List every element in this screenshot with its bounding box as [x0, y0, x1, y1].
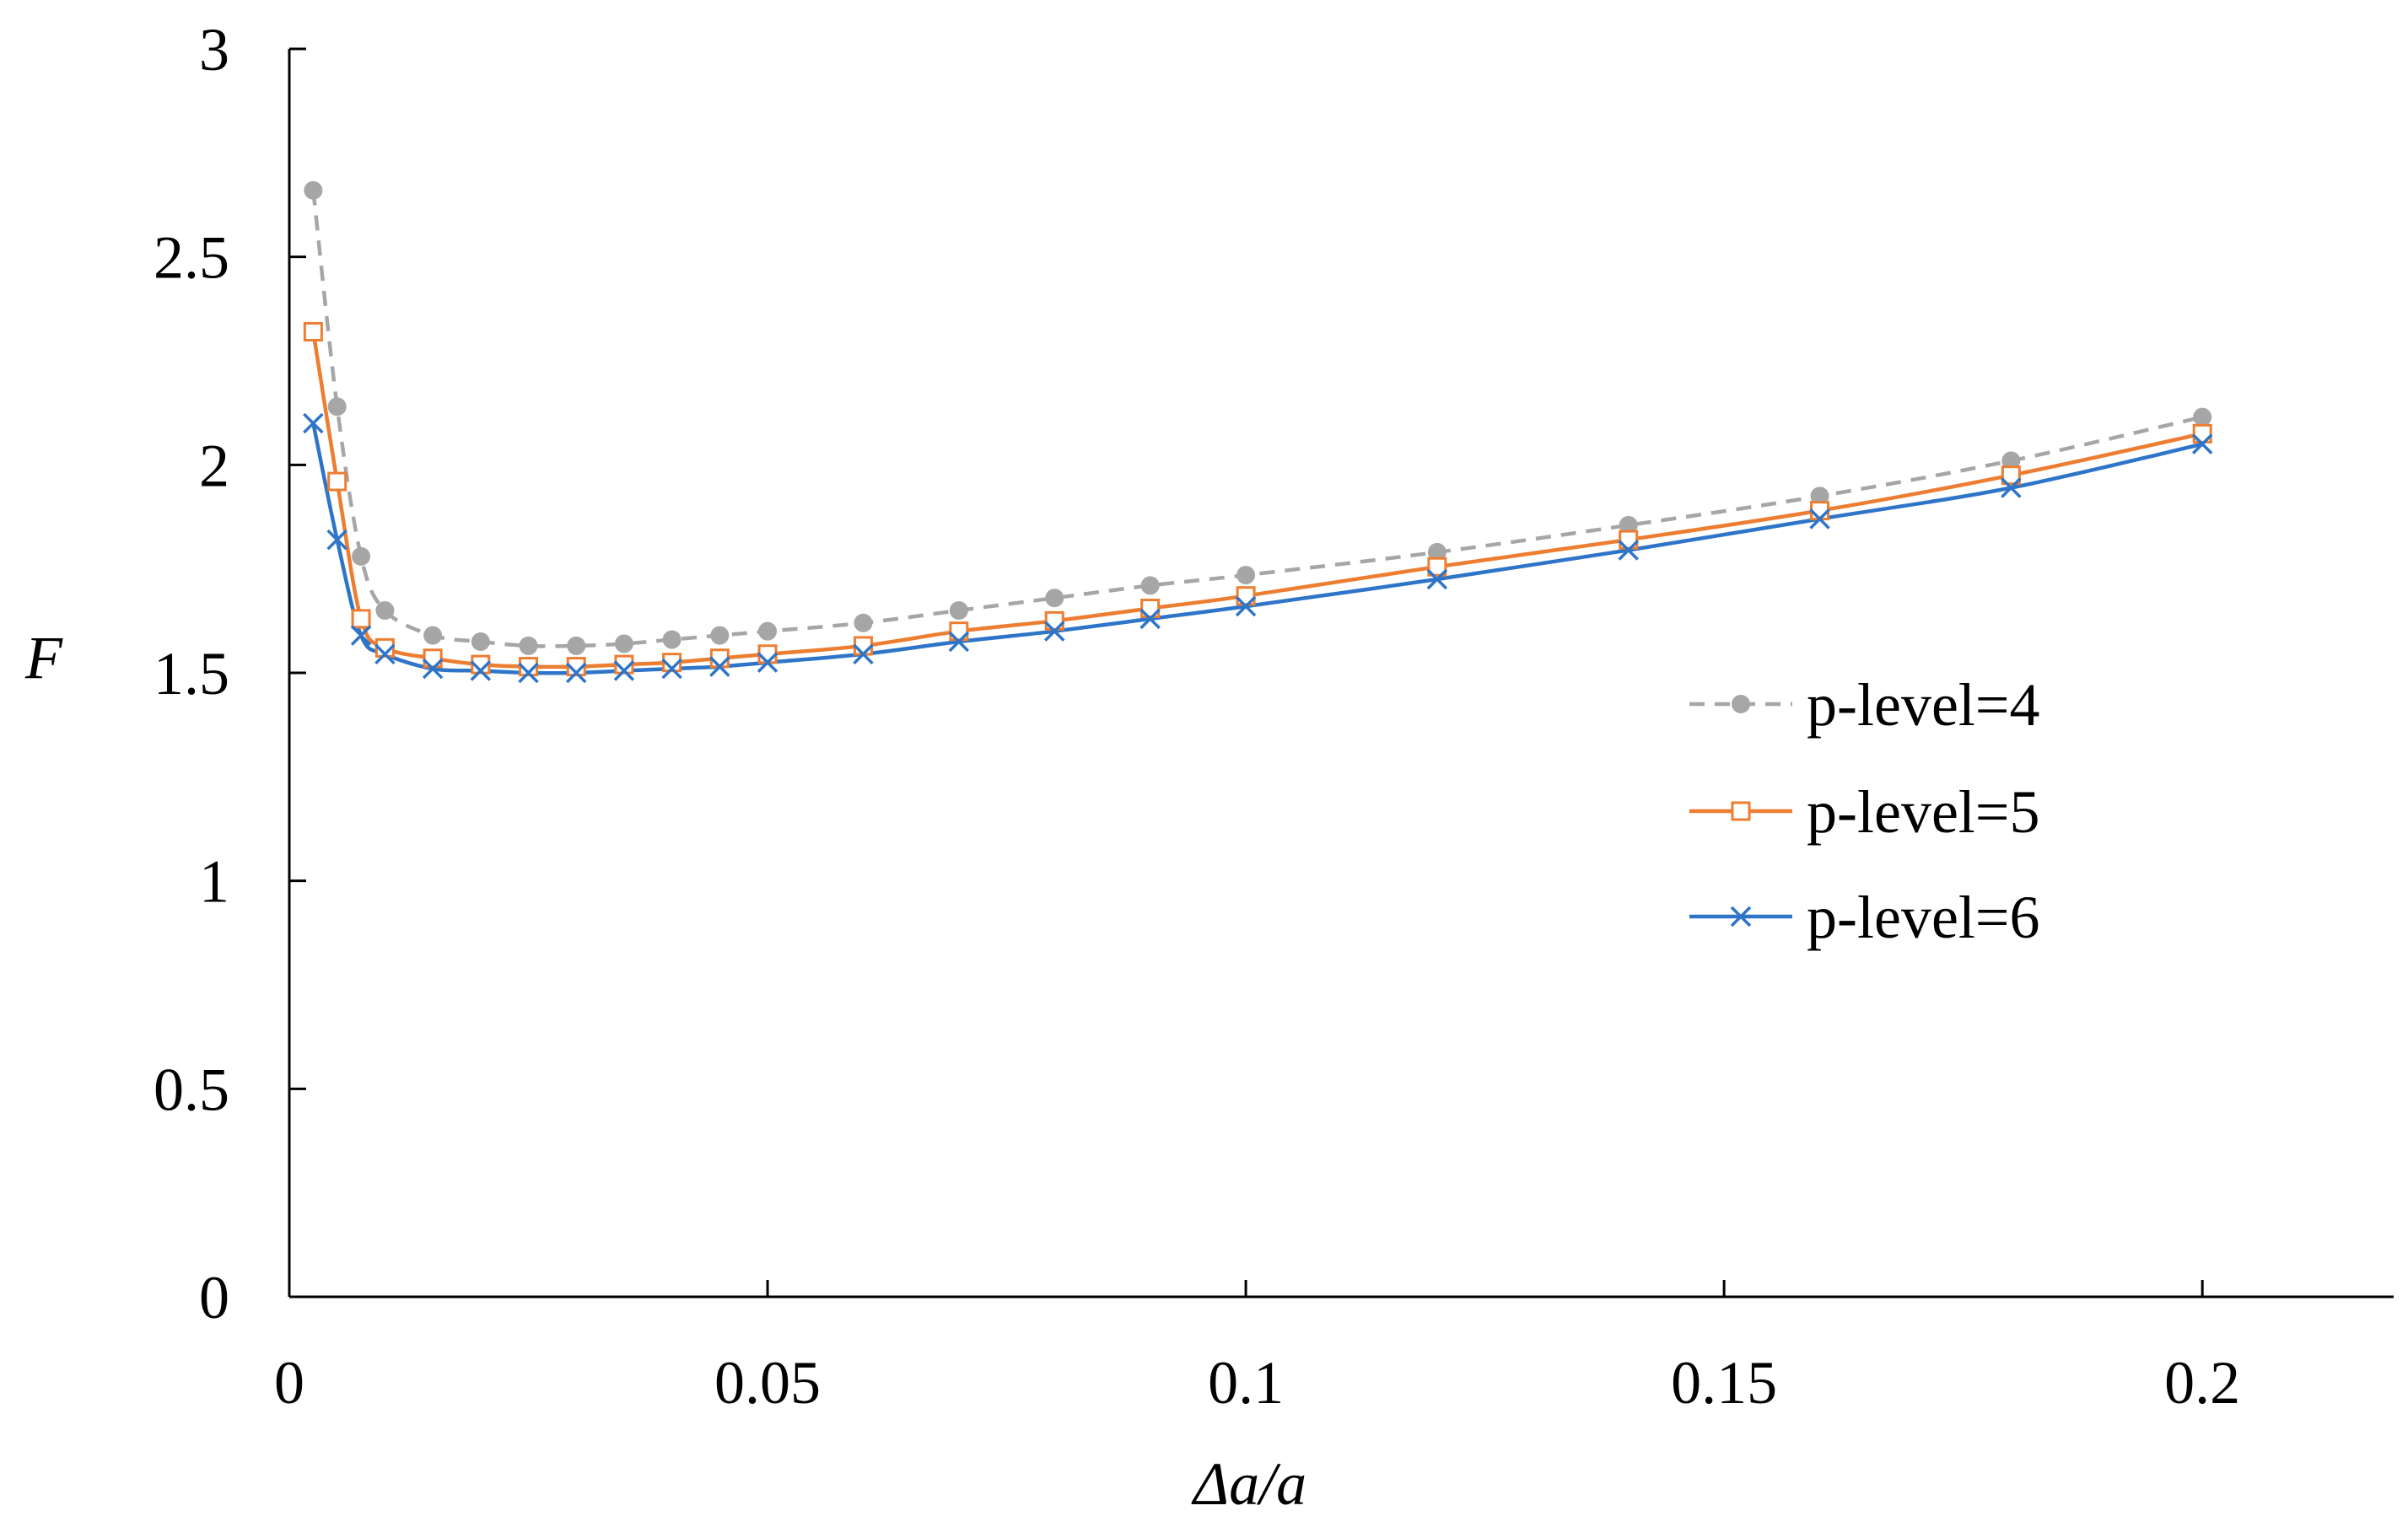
tick-labels: 0 0.5 1 1.5 2 2.5 3 0 0.05 0.1 0.15 0.2 [154, 16, 2240, 1417]
series-1-point [304, 180, 323, 200]
series-1-point [1810, 487, 1829, 506]
series-2-point [566, 657, 586, 677]
x-tick-label: 0.1 [1208, 1349, 1284, 1417]
series-1-point [854, 613, 873, 632]
series-1-point [2001, 451, 2021, 470]
series-1-point [1427, 542, 1446, 562]
x-tick-label: 0.05 [714, 1349, 821, 1417]
y-tick-label: 2.5 [154, 224, 229, 292]
series-2-point [709, 648, 730, 669]
series-layer [303, 180, 2213, 684]
y-tick-label: 3 [199, 16, 229, 83]
series-1-point [519, 636, 538, 655]
series-1-point [1236, 566, 1256, 585]
series-2-point [374, 637, 395, 658]
series-3-point [303, 412, 324, 434]
y-tick-label: 1.5 [154, 640, 229, 707]
series-2-point [471, 654, 491, 675]
legend-marker [1732, 695, 1750, 713]
series-2-point [1810, 501, 1830, 521]
legend-item-1: p-level=4 [1689, 671, 2040, 739]
series-1-point [614, 634, 633, 653]
y-tick-label: 2 [199, 432, 229, 499]
series-3-point [326, 529, 347, 551]
series-line-2 [311, 331, 2203, 669]
series-3-point [948, 631, 970, 653]
series-1-point [471, 632, 490, 651]
series-2-point [327, 471, 347, 492]
series-3-point [422, 658, 444, 680]
legend-item-3: p-level=6 [1689, 884, 2040, 951]
series-2-point [662, 653, 682, 673]
legend-label: p-level=5 [1807, 778, 2040, 846]
x-tick-label: 0.2 [2164, 1349, 2240, 1417]
series-line-3 [311, 422, 2203, 675]
series-1-point [710, 626, 730, 645]
series-3-point [374, 643, 396, 665]
series-2-point [303, 321, 323, 341]
x-tick-label: 0.15 [1671, 1349, 1777, 1417]
series-3-point [1809, 508, 1830, 530]
series-3-point [518, 662, 539, 684]
y-tick-label: 1 [199, 848, 229, 916]
series-1-point [375, 601, 395, 620]
series-3-point [1044, 621, 1065, 642]
series-1-point [423, 626, 443, 645]
series-1-point [2193, 407, 2212, 427]
series-2-point [853, 636, 873, 656]
series-2-point [1427, 556, 1447, 577]
series-1-point [662, 630, 681, 649]
legend-marker [1730, 906, 1752, 927]
series-3-point [709, 656, 730, 677]
legend-label: p-level=6 [1807, 884, 2040, 951]
series-3-point [853, 643, 874, 665]
y-axis-title: F [24, 624, 63, 691]
series-3-point [661, 658, 682, 680]
x-axis-title: Δa/a [1191, 1450, 1306, 1518]
series-1-point [327, 397, 347, 417]
series-3-point [1235, 595, 1257, 617]
legend-label: p-level=4 [1807, 671, 2040, 739]
series-1-point [1045, 589, 1064, 608]
series-1-point [1619, 515, 1638, 535]
axes [288, 47, 2394, 1298]
series-3-point [2001, 477, 2022, 498]
series-3-point [757, 652, 778, 673]
series-3-point [1618, 540, 1639, 561]
series-1-point [949, 601, 968, 620]
series-3-point [613, 660, 635, 681]
legend-marker [1731, 801, 1751, 821]
series-1-point [758, 621, 778, 641]
legend: p-level=4 p-level=5 p-level=6 [1689, 671, 2040, 951]
series-2-point [614, 654, 634, 675]
series-1-point [1140, 576, 1160, 595]
series-2-point [2001, 465, 2021, 486]
series-3-point [2191, 433, 2213, 454]
legend-item-2: p-level=5 [1689, 778, 2040, 846]
series-line-1 [311, 190, 2203, 648]
y-tick-label: 0.5 [154, 1056, 229, 1123]
series-3-point [350, 625, 372, 646]
series-1-point [352, 546, 371, 566]
series-3-point [1426, 568, 1448, 590]
series-3-point [1139, 608, 1161, 630]
series-2-point [519, 657, 539, 677]
series-2-point [351, 609, 371, 629]
y-tick-label: 0 [199, 1264, 229, 1331]
series-2-point [757, 644, 778, 664]
series-3-point [565, 662, 587, 684]
series-1-point [567, 636, 586, 655]
series-3-point [470, 660, 492, 681]
x-tick-label: 0 [274, 1349, 304, 1417]
